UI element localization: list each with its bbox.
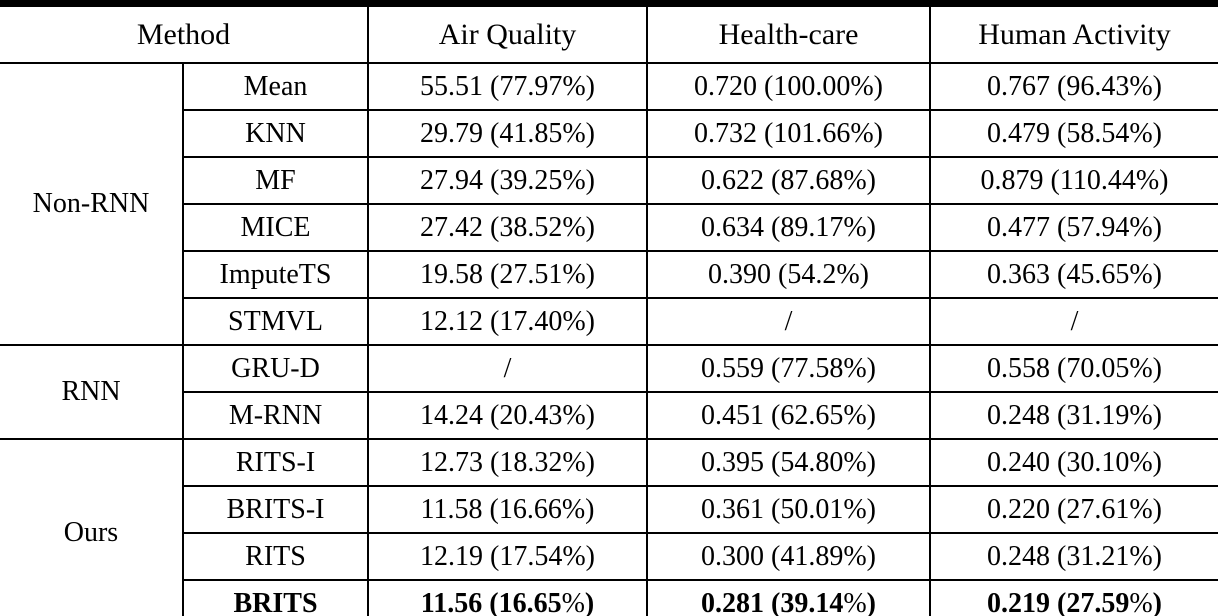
row-m-rnn: M-RNN 14.24 (20.43%) 0.451 (62.65%) 0.24… xyxy=(0,391,1218,439)
value-cell-human-activity: 0.558 (70.05%) xyxy=(930,344,1218,392)
method-cell-brits: BRITS xyxy=(183,579,370,616)
value-cell-human-activity: 0.220 (27.61%) xyxy=(930,485,1218,533)
value-cell-air-quality: 19.58 (27.51%) xyxy=(368,250,649,298)
row-mf: MF 27.94 (39.25%) 0.622 (87.68%) 0.879 (… xyxy=(0,156,1218,204)
row-stmvl: STMVL 12.12 (17.40%) / / xyxy=(0,297,1218,345)
value-cell-health-care: / xyxy=(647,297,932,345)
method-cell-mice: MICE xyxy=(183,203,370,251)
value-cell-air-quality: / xyxy=(368,344,649,392)
column-header-method: Method xyxy=(0,3,370,64)
method-cell-gru-d: GRU-D xyxy=(183,344,370,392)
value-cell-health-care: 0.300 (41.89%) xyxy=(647,532,932,580)
value-cell-health-care: 0.634 (89.17%) xyxy=(647,203,932,251)
header-row: Method Air Quality Health-care Human Act… xyxy=(0,3,1218,64)
value-cell-health-care: 0.361 (50.01%) xyxy=(647,485,932,533)
method-cell-imputets: ImputeTS xyxy=(183,250,370,298)
value-cell-air-quality: 27.42 (38.52%) xyxy=(368,203,649,251)
group-cell-non-rnn: Non-RNN xyxy=(0,63,184,345)
method-cell-mf: MF xyxy=(183,156,370,204)
value-cell-human-activity: 0.248 (31.19%) xyxy=(930,391,1218,439)
value-cell-human-activity: / xyxy=(930,297,1218,345)
value-cell-health-care: 0.390 (54.2%) xyxy=(647,250,932,298)
row-rits-i: Ours RITS-I 12.73 (18.32%) 0.395 (54.80%… xyxy=(0,438,1218,616)
value-cell-human-activity: 0.248 (31.21%) xyxy=(930,532,1218,580)
value-cell-air-quality: 29.79 (41.85%) xyxy=(368,109,649,157)
value-cell-air-quality: 55.51 (77.97%) xyxy=(368,63,649,110)
group-cell-rnn: RNN xyxy=(0,344,184,439)
method-cell-rits: RITS xyxy=(183,532,370,580)
row-brits-i: BRITS-I 11.58 (16.66%) 0.361 (50.01%) 0.… xyxy=(0,485,1218,533)
value-cell-health-care: 0.451 (62.65%) xyxy=(647,391,932,439)
row-knn: KNN 29.79 (41.85%) 0.732 (101.66%) 0.479… xyxy=(0,109,1218,157)
row-mean: Non-RNN Mean 55.51 (77.97%) 0.720 (100.0… xyxy=(0,63,1218,345)
value-cell-human-activity: 0.879 (110.44%) xyxy=(930,156,1218,204)
value-cell-human-activity: 0.767 (96.43%) xyxy=(987,70,1162,102)
column-header-health-care: Health-care xyxy=(647,3,932,64)
method-cell-mean: Mean xyxy=(183,63,370,110)
value-cell-human-activity: 0.363 (45.65%) xyxy=(930,250,1218,298)
value-cell-human-activity: 0.479 (58.54%) xyxy=(930,109,1218,157)
value-cell-health-care: 0.720 (100.00%) xyxy=(647,63,932,110)
method-cell-stmvl: STMVL xyxy=(183,297,370,345)
value-cell-health-care: 0.395 (54.80%) xyxy=(647,438,932,486)
value-cell-air-quality: 11.56 (16.65%) xyxy=(368,579,649,616)
row-rits: RITS 12.19 (17.54%) 0.300 (41.89%) 0.248… xyxy=(0,532,1218,580)
method-cell-m-rnn: M-RNN xyxy=(183,391,370,439)
value-cell-health-care: 0.732 (101.66%) xyxy=(647,109,932,157)
row-gru-d: RNN GRU-D / 0.559 (77.58%) 0.558 (70.05%… xyxy=(0,344,1218,439)
method-cell-brits-i: BRITS-I xyxy=(183,485,370,533)
value-cell-human-activity: 0.477 (57.94%) xyxy=(930,203,1218,251)
row-imputets: ImputeTS 19.58 (27.51%) 0.390 (54.2%) 0.… xyxy=(0,250,1218,298)
method-cell-rits-i: RITS-I xyxy=(183,438,370,486)
value-cell-air-quality: 12.19 (17.54%) xyxy=(368,532,649,580)
group-cell-ours: Ours xyxy=(0,438,184,616)
row-mice: MICE 27.42 (38.52%) 0.634 (89.17%) 0.477… xyxy=(0,203,1218,251)
column-header-human-activity: Human Activity xyxy=(930,3,1218,64)
value-cell-air-quality: 11.58 (16.66%) xyxy=(368,485,649,533)
row-brits: BRITS 11.56 (16.65%) 0.281 (39.14%) 0.21… xyxy=(0,579,1218,616)
value-cell-air-quality: 14.24 (20.43%) xyxy=(368,391,649,439)
value-cell-health-care: 0.622 (87.68%) xyxy=(647,156,932,204)
value-cell-air-quality: 27.94 (39.25%) xyxy=(368,156,649,204)
value-cell-air-quality: 12.12 (17.40%) xyxy=(368,297,649,345)
column-header-air-quality: Air Quality xyxy=(368,3,649,64)
value-cell-health-care: 0.281 (39.14%) xyxy=(647,579,932,616)
value-cell-air-quality: 12.73 (18.32%) xyxy=(368,438,649,486)
value-cell-health-care: 0.559 (77.58%) xyxy=(647,344,932,392)
value-cell-human-activity: 0.240 (30.10%) xyxy=(930,438,1218,486)
method-cell-knn: KNN xyxy=(183,109,370,157)
value-cell-human-activity: 0.219 (27.59%) xyxy=(930,579,1218,616)
